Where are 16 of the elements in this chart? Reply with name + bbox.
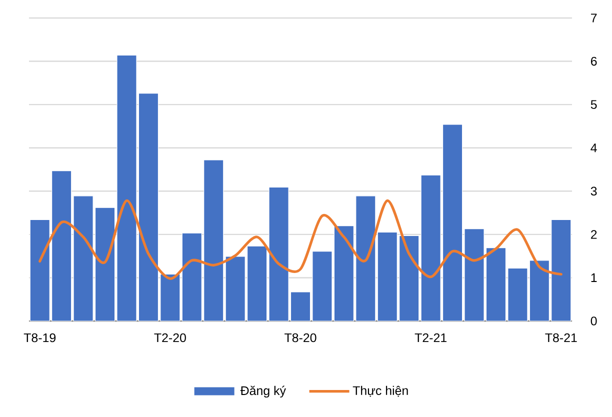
legend-label: Đăng ký — [240, 386, 286, 398]
x-tick-label: T2-20 — [154, 333, 186, 342]
y-tick-label: 4 — [590, 144, 597, 152]
y-tick-label: 3 — [590, 186, 597, 196]
x-tick-label: T2-21 — [414, 333, 446, 342]
y-tick-label: 1 — [591, 273, 597, 282]
line-series — [38, 199, 562, 280]
x-tick-label: T8-19 — [24, 333, 56, 342]
x-tick-label: T8-21 — [545, 333, 577, 342]
x-tick-label: T8-20 — [284, 333, 316, 342]
y-tick-label: 0 — [590, 316, 597, 326]
y-tick-label: 7 — [591, 14, 597, 22]
legend-label: Thực hiện — [352, 386, 408, 397]
y-tick-label: 6 — [590, 56, 597, 66]
y-tick-label: 5 — [590, 100, 597, 109]
y-tick-label: 2 — [590, 230, 597, 239]
